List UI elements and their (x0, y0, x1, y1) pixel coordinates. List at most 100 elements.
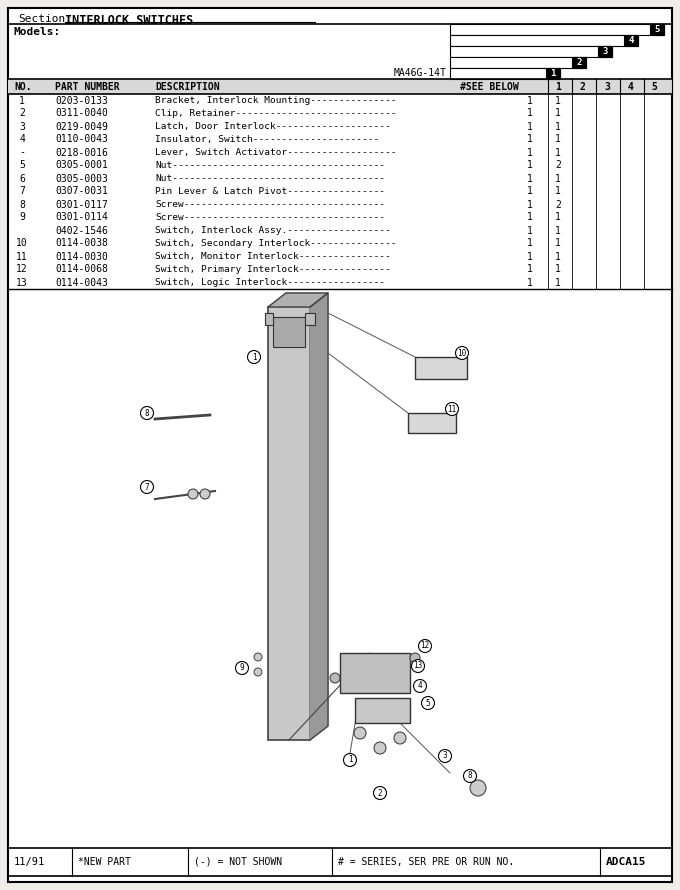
Bar (355, 698, 410, 723)
Text: NO.: NO. (14, 82, 32, 92)
Text: 4: 4 (628, 82, 634, 92)
Text: 9: 9 (239, 664, 244, 673)
Bar (650, 24, 664, 35)
Text: DESCRIPTION: DESCRIPTION (155, 82, 220, 92)
Circle shape (464, 770, 477, 782)
Text: 1: 1 (527, 199, 533, 209)
Text: 1: 1 (555, 148, 561, 158)
Text: Pin Lever & Latch Pivot-----------------: Pin Lever & Latch Pivot----------------- (155, 187, 385, 196)
Text: 1: 1 (555, 174, 561, 183)
Bar (450, 68, 560, 79)
Bar (450, 46, 612, 57)
Text: Bracket, Interlock Mounting---------------: Bracket, Interlock Mounting-------------… (155, 96, 396, 105)
Circle shape (445, 402, 458, 416)
Circle shape (200, 489, 210, 499)
Text: 0307-0031: 0307-0031 (55, 187, 108, 197)
Text: 1: 1 (555, 95, 561, 106)
Text: 2: 2 (19, 109, 25, 118)
Text: 3: 3 (604, 82, 610, 92)
Text: 1: 1 (555, 122, 561, 132)
Text: 5: 5 (654, 25, 660, 34)
Text: 1: 1 (527, 148, 533, 158)
Circle shape (248, 351, 260, 363)
Text: 2: 2 (377, 789, 382, 797)
Bar (624, 35, 638, 46)
Text: 4: 4 (418, 682, 422, 691)
Text: 8: 8 (145, 409, 150, 417)
Text: -: - (19, 148, 25, 158)
Text: 1: 1 (527, 109, 533, 118)
Text: Models:: Models: (14, 27, 61, 37)
Text: 10: 10 (458, 349, 466, 358)
Text: 3: 3 (443, 751, 447, 760)
Text: 1: 1 (550, 69, 556, 78)
Text: 13: 13 (413, 661, 423, 670)
Text: Switch, Interlock Assy.------------------: Switch, Interlock Assy.-----------------… (155, 226, 391, 235)
Text: Switch, Monitor Interlock----------------: Switch, Monitor Interlock---------------… (155, 252, 391, 261)
Text: 1: 1 (347, 756, 352, 765)
Text: 0218-0016: 0218-0016 (55, 148, 108, 158)
Text: 11/91: 11/91 (14, 857, 46, 867)
Bar (450, 35, 638, 46)
Text: 1: 1 (527, 225, 533, 236)
Text: 1: 1 (527, 264, 533, 274)
Circle shape (254, 668, 262, 676)
Circle shape (374, 742, 386, 754)
Text: Nut-------------------------------------: Nut------------------------------------- (155, 161, 385, 170)
Text: 0305-0001: 0305-0001 (55, 160, 108, 171)
Text: 1: 1 (252, 352, 256, 361)
Circle shape (439, 749, 452, 763)
Text: Switch, Primary Interlock----------------: Switch, Primary Interlock---------------… (155, 265, 391, 274)
Text: 1: 1 (527, 239, 533, 248)
Text: Switch, Secondary Interlock---------------: Switch, Secondary Interlock-------------… (155, 239, 396, 248)
Bar (408, 413, 456, 433)
Circle shape (418, 640, 432, 652)
Text: *NEW PART: *NEW PART (78, 857, 131, 867)
Text: 11: 11 (447, 404, 457, 414)
Text: 1: 1 (555, 134, 561, 144)
Bar (265, 313, 273, 325)
Bar (450, 24, 664, 35)
Text: 4: 4 (628, 36, 634, 45)
Text: 1: 1 (527, 160, 533, 171)
Text: Screw-----------------------------------: Screw----------------------------------- (155, 213, 385, 222)
Text: 0219-0049: 0219-0049 (55, 122, 108, 132)
Circle shape (410, 653, 420, 663)
Text: 2: 2 (580, 82, 586, 92)
Text: 1: 1 (555, 109, 561, 118)
Text: 5: 5 (426, 699, 430, 708)
Text: 8: 8 (468, 772, 473, 781)
Text: 10: 10 (16, 239, 28, 248)
Text: 1: 1 (527, 174, 533, 183)
Text: PART NUMBER: PART NUMBER (55, 82, 120, 92)
Text: 0402-1546: 0402-1546 (55, 225, 108, 236)
Text: 3: 3 (19, 122, 25, 132)
Text: 1: 1 (555, 187, 561, 197)
Bar (268, 307, 310, 740)
Text: 0305-0003: 0305-0003 (55, 174, 108, 183)
Bar (273, 317, 305, 347)
Circle shape (235, 661, 248, 675)
Circle shape (354, 727, 366, 739)
Text: 1: 1 (555, 264, 561, 274)
Text: 1: 1 (527, 187, 533, 197)
Text: 0114-0043: 0114-0043 (55, 278, 108, 287)
Text: # = SERIES, SER PRE OR RUN NO.: # = SERIES, SER PRE OR RUN NO. (338, 857, 514, 867)
Text: Switch, Logic Interlock-----------------: Switch, Logic Interlock----------------- (155, 278, 385, 287)
Text: 1: 1 (555, 225, 561, 236)
Circle shape (141, 481, 154, 493)
Circle shape (141, 407, 154, 419)
Circle shape (413, 679, 426, 692)
Text: 1: 1 (527, 278, 533, 287)
Circle shape (411, 659, 424, 673)
Text: ADCA15: ADCA15 (606, 857, 647, 867)
Bar (598, 46, 612, 57)
Text: 0114-0038: 0114-0038 (55, 239, 108, 248)
Text: 3: 3 (602, 47, 608, 56)
Text: 0301-0117: 0301-0117 (55, 199, 108, 209)
Circle shape (394, 732, 406, 744)
Text: Clip, Retainer----------------------------: Clip, Retainer--------------------------… (155, 109, 396, 118)
Text: 7: 7 (19, 187, 25, 197)
Text: 2: 2 (555, 199, 561, 209)
Text: #SEE BELOW: #SEE BELOW (460, 82, 519, 92)
